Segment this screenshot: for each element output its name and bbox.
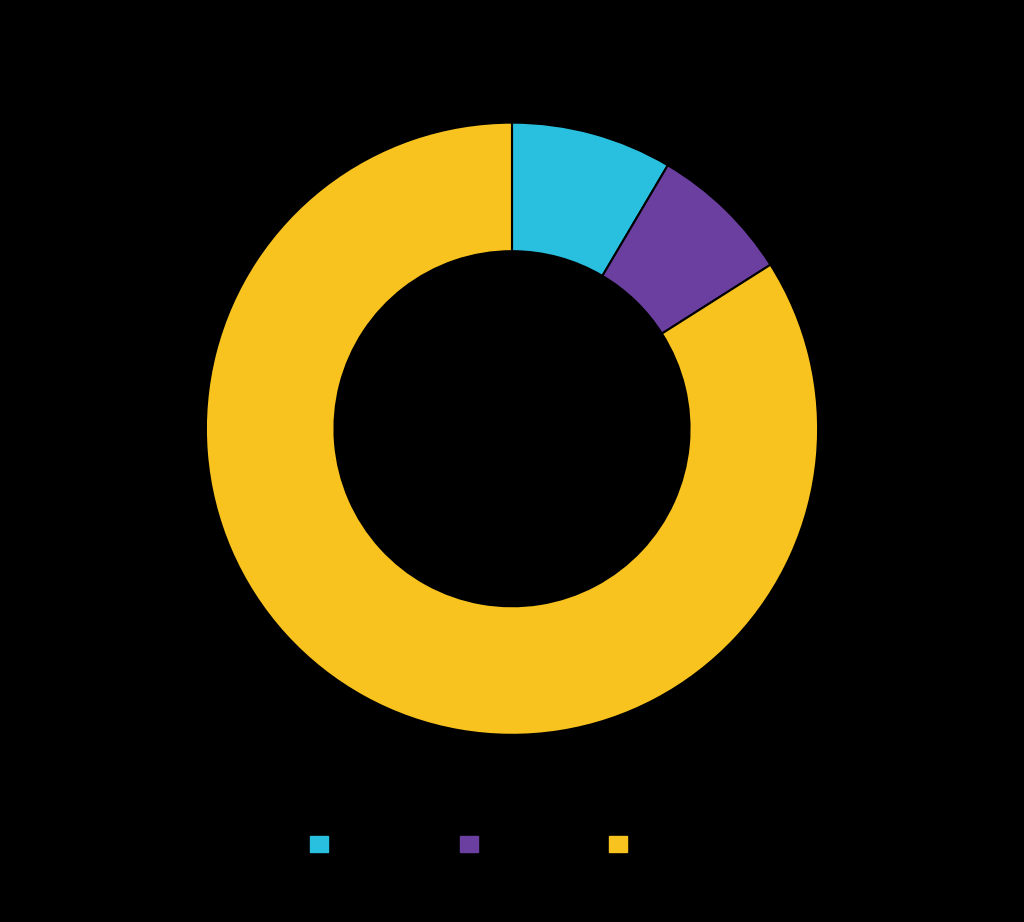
Legend: Scope 1, Scope 2, Scope 3: Scope 1, Scope 2, Scope 3 [301,827,723,864]
Wedge shape [512,123,668,276]
Wedge shape [206,123,818,735]
Wedge shape [602,165,770,334]
